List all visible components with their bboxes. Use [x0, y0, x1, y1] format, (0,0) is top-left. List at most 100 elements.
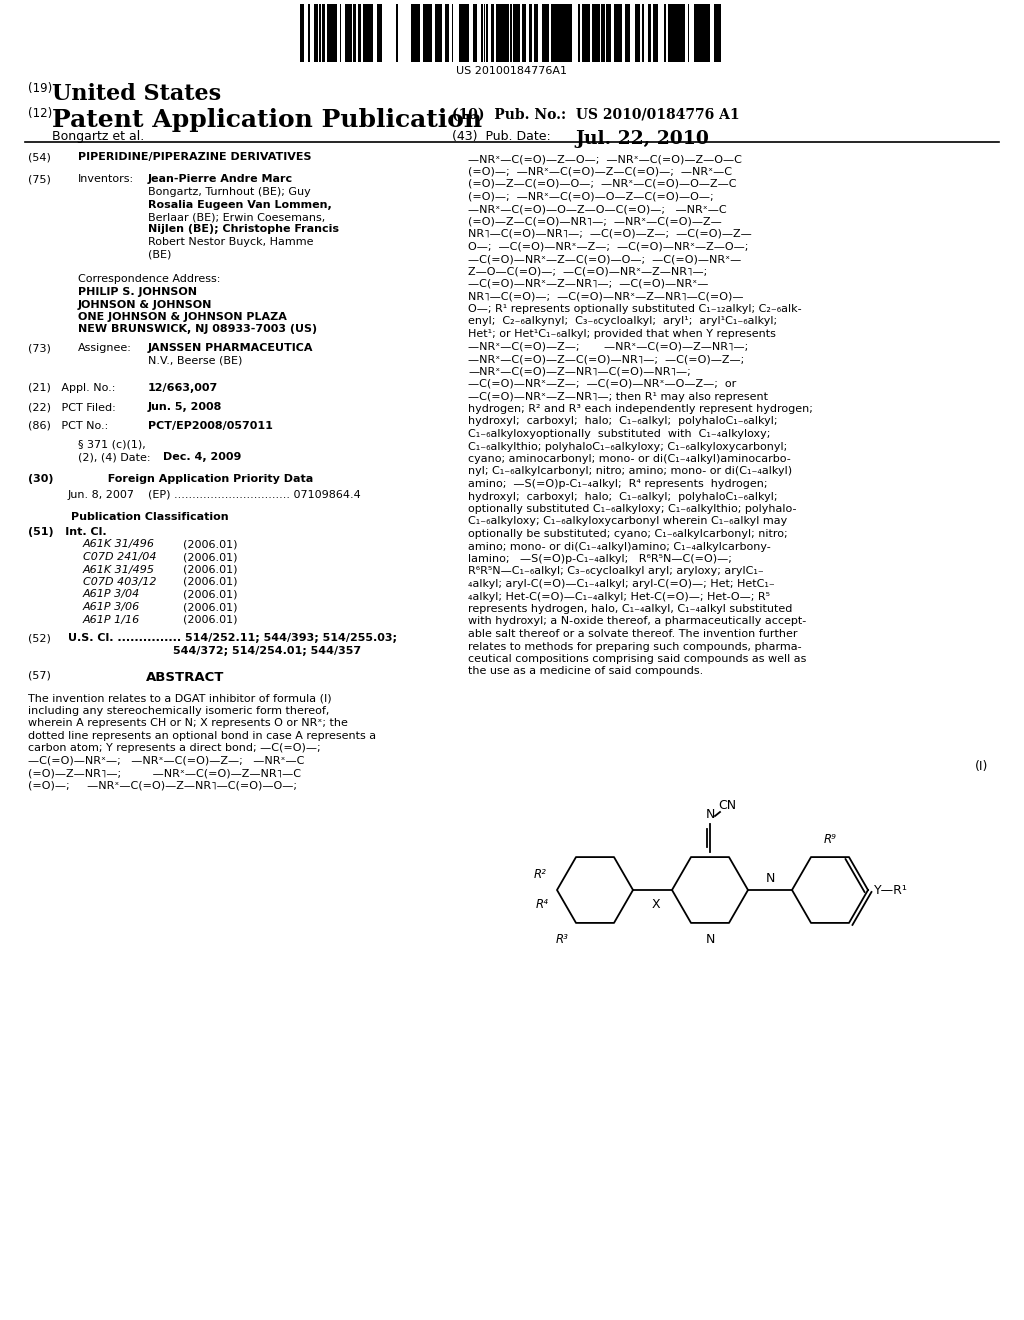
Text: (2006.01): (2006.01)	[183, 552, 238, 562]
Text: (=O)—Z—C(=O)—O—;  —NRˣ—C(=O)—O—Z—C: (=O)—Z—C(=O)—O—; —NRˣ—C(=O)—O—Z—C	[468, 180, 736, 189]
Text: optionally be substituted; cyano; C₁₋₆alkylcarbonyl; nitro;: optionally be substituted; cyano; C₁₋₆al…	[468, 529, 787, 539]
Text: NR˥—C(=O)—NR˥—;  —C(=O)—Z—;  —C(=O)—Z—: NR˥—C(=O)—NR˥—; —C(=O)—Z—; —C(=O)—Z—	[468, 228, 752, 239]
Text: ₄alkyl; Het-C(=O)—C₁₋₄alkyl; Het-C(=O)—; Het-O—; R⁵: ₄alkyl; Het-C(=O)—C₁₋₄alkyl; Het-C(=O)—;…	[468, 591, 770, 602]
Text: Berlaar (BE); Erwin Coesemans,: Berlaar (BE); Erwin Coesemans,	[148, 213, 326, 222]
Bar	[323, 4, 325, 62]
Text: N: N	[706, 808, 715, 821]
Text: C₁₋₆alkyloxyoptionally  substituted  with  C₁₋₄alkyloxy;: C₁₋₆alkyloxyoptionally substituted with …	[468, 429, 770, 440]
Text: U.S. Cl. ............... 514/252.11; 544/393; 514/255.03;: U.S. Cl. ............... 514/252.11; 544…	[68, 634, 397, 643]
Bar	[682, 4, 685, 62]
Text: ABSTRACT: ABSTRACT	[145, 671, 224, 684]
Bar	[396, 4, 398, 62]
Bar	[503, 4, 505, 62]
Text: X: X	[651, 898, 659, 911]
Text: CN: CN	[718, 799, 736, 812]
Text: (=O)—;  —NRˣ—C(=O)—O—Z—C(=O)—O—;: (=O)—; —NRˣ—C(=O)—O—Z—C(=O)—O—;	[468, 191, 714, 202]
Bar	[602, 4, 605, 62]
Bar	[459, 4, 462, 62]
Text: nyl; C₁₋₆alkylcarbonyl; nitro; amino; mono- or di(C₁₋₄alkyl): nyl; C₁₋₆alkylcarbonyl; nitro; amino; mo…	[468, 466, 793, 477]
Text: —NRˣ—C(=O)—Z—NR˥—C(=O)—NR˥—;: —NRˣ—C(=O)—Z—NR˥—C(=O)—NR˥—;	[468, 367, 691, 376]
Bar	[362, 4, 365, 62]
Text: Rosalia Eugeen Van Lommen,: Rosalia Eugeen Van Lommen,	[148, 199, 332, 210]
Bar	[518, 4, 520, 62]
Text: (54): (54)	[28, 152, 51, 162]
Bar	[462, 4, 464, 62]
Bar	[668, 4, 670, 62]
Text: Jun. 5, 2008: Jun. 5, 2008	[148, 403, 222, 412]
Text: hydroxyl;  carboxyl;  halo;  C₁₋₆alkyl;  polyhaloC₁₋₆alkyl;: hydroxyl; carboxyl; halo; C₁₋₆alkyl; pol…	[468, 417, 777, 426]
Bar	[415, 4, 418, 62]
Text: A61P 1/16: A61P 1/16	[83, 615, 140, 624]
Bar	[300, 4, 303, 62]
Bar	[308, 4, 310, 62]
Bar	[333, 4, 335, 62]
Bar	[529, 4, 531, 62]
Text: enyl;  C₂₋₆alkynyl;  C₃₋₆cycloalkyl;  aryl¹;  aryl¹C₁₋₆alkyl;: enyl; C₂₋₆alkynyl; C₃₋₆cycloalkyl; aryl¹…	[468, 317, 777, 326]
Text: hydrogen; R² and R³ each independently represent hydrogen;: hydrogen; R² and R³ each independently r…	[468, 404, 813, 414]
Text: O—;  —C(=O)—NRˣ—Z—;  —C(=O)—NRˣ—Z—O—;: O—; —C(=O)—NRˣ—Z—; —C(=O)—NRˣ—Z—O—;	[468, 242, 749, 252]
Text: hydroxyl;  carboxyl;  halo;  C₁₋₆alkyl;  polyhaloC₁₋₆alkyl;: hydroxyl; carboxyl; halo; C₁₋₆alkyl; pol…	[468, 491, 777, 502]
Text: (10)  Pub. No.:  US 2010/0184776 A1: (10) Pub. No.: US 2010/0184776 A1	[452, 108, 739, 121]
Text: Jul. 22, 2010: Jul. 22, 2010	[575, 129, 709, 148]
Bar	[674, 4, 676, 62]
Text: including any stereochemically isomeric form thereof,: including any stereochemically isomeric …	[28, 706, 330, 715]
Text: N.V., Beerse (BE): N.V., Beerse (BE)	[148, 356, 243, 366]
Bar	[505, 4, 508, 62]
Text: (52): (52)	[28, 634, 51, 643]
Bar	[566, 4, 570, 62]
Text: (19): (19)	[28, 82, 52, 95]
Bar	[562, 4, 565, 62]
Text: amino; mono- or di(C₁₋₄alkyl)amino; C₁₋₄alkylcarbony-: amino; mono- or di(C₁₋₄alkyl)amino; C₁₋₄…	[468, 541, 771, 552]
Text: (I): (I)	[975, 760, 988, 774]
Text: (21)   Appl. No.:: (21) Appl. No.:	[28, 383, 116, 393]
Text: (2006.01): (2006.01)	[183, 577, 238, 587]
Bar	[664, 4, 666, 62]
Text: Het¹; or Het¹C₁₋₆alkyl; provided that when Y represents: Het¹; or Het¹C₁₋₆alkyl; provided that wh…	[468, 329, 776, 339]
Bar	[694, 4, 697, 62]
Bar	[516, 4, 518, 62]
Bar	[346, 4, 348, 62]
Text: (75): (75)	[28, 174, 51, 185]
Text: A61K 31/496: A61K 31/496	[83, 540, 155, 549]
Bar	[597, 4, 600, 62]
Bar	[370, 4, 373, 62]
Text: C07D 241/04: C07D 241/04	[83, 552, 157, 562]
Text: relates to methods for preparing such compounds, pharma-: relates to methods for preparing such co…	[468, 642, 802, 652]
Text: ONE JOHNSON & JOHNSON PLAZA: ONE JOHNSON & JOHNSON PLAZA	[78, 312, 287, 322]
Text: NEW BRUNSWICK, NJ 08933-7003 (US): NEW BRUNSWICK, NJ 08933-7003 (US)	[78, 325, 317, 334]
Text: (2006.01): (2006.01)	[183, 602, 238, 612]
Bar	[636, 4, 638, 62]
Bar	[638, 4, 640, 62]
Text: (30)              Foreign Application Priority Data: (30) Foreign Application Priority Data	[28, 474, 313, 484]
Text: (=O)—;     —NRˣ—C(=O)—Z—NR˥—C(=O)—O—;: (=O)—; —NRˣ—C(=O)—Z—NR˥—C(=O)—O—;	[28, 780, 297, 791]
Text: —C(=O)—NRˣ—;   —NRˣ—C(=O)—Z—;   —NRˣ—C: —C(=O)—NRˣ—; —NRˣ—C(=O)—Z—; —NRˣ—C	[28, 756, 304, 766]
Text: A61K 31/495: A61K 31/495	[83, 565, 155, 574]
Text: (57): (57)	[28, 671, 51, 681]
Bar	[377, 4, 380, 62]
Text: Z—O—C(=O)—;  —C(=O)—NRˣ—Z—NR˥—;: Z—O—C(=O)—; —C(=O)—NRˣ—Z—NR˥—;	[468, 267, 708, 276]
Text: PIPERIDINE/PIPERAZINE DERIVATIVES: PIPERIDINE/PIPERAZINE DERIVATIVES	[78, 152, 311, 162]
Text: Publication Classification: Publication Classification	[72, 512, 228, 521]
Bar	[481, 4, 483, 62]
Text: —C(=O)—NRˣ—Z—NR˥—;  —C(=O)—NRˣ—: —C(=O)—NRˣ—Z—NR˥—; —C(=O)—NRˣ—	[468, 279, 709, 289]
Text: C₁₋₆alkyloxy; C₁₋₆alkyloxycarbonyl wherein C₁₋₆alkyl may: C₁₋₆alkyloxy; C₁₋₆alkyloxycarbonyl where…	[468, 516, 787, 527]
Text: Bongartz, Turnhout (BE); Guy: Bongartz, Turnhout (BE); Guy	[148, 187, 310, 197]
Text: Inventors:: Inventors:	[78, 174, 134, 185]
Text: (BE): (BE)	[148, 249, 171, 260]
Text: (2), (4) Date:: (2), (4) Date:	[78, 451, 151, 462]
Bar	[490, 4, 494, 62]
Text: Patent Application Publication: Patent Application Publication	[52, 108, 482, 132]
Text: ₄alkyl; aryl-C(=O)—C₁₋₄alkyl; aryl-C(=O)—; Het; HetC₁₋: ₄alkyl; aryl-C(=O)—C₁₋₄alkyl; aryl-C(=O)…	[468, 579, 775, 589]
Bar	[609, 4, 611, 62]
Text: Dec. 4, 2009: Dec. 4, 2009	[163, 451, 242, 462]
Text: amino;  —S(=O)p-C₁₋₄alkyl;  R⁴ represents  hydrogen;: amino; —S(=O)p-C₁₋₄alkyl; R⁴ represents …	[468, 479, 768, 488]
Text: Nijlen (BE); Christophe Francis: Nijlen (BE); Christophe Francis	[148, 224, 339, 235]
Bar	[547, 4, 549, 62]
Text: (=O)—Z—NR˥—;         —NRˣ—C(=O)—Z—NR˥—C: (=O)—Z—NR˥—; —NRˣ—C(=O)—Z—NR˥—C	[28, 768, 301, 779]
Text: —NRˣ—C(=O)—Z—C(=O)—NR˥—;  —C(=O)—Z—;: —NRˣ—C(=O)—Z—C(=O)—NR˥—; —C(=O)—Z—;	[468, 354, 744, 364]
Bar	[314, 4, 318, 62]
Text: the use as a medicine of said compounds.: the use as a medicine of said compounds.	[468, 667, 703, 676]
Text: The invention relates to a DGAT inhibitor of formula (I): The invention relates to a DGAT inhibito…	[28, 693, 332, 704]
Text: Jean-Pierre Andre Marc: Jean-Pierre Andre Marc	[148, 174, 293, 185]
Text: ceutical compositions comprising said compounds as well as: ceutical compositions comprising said co…	[468, 653, 806, 664]
